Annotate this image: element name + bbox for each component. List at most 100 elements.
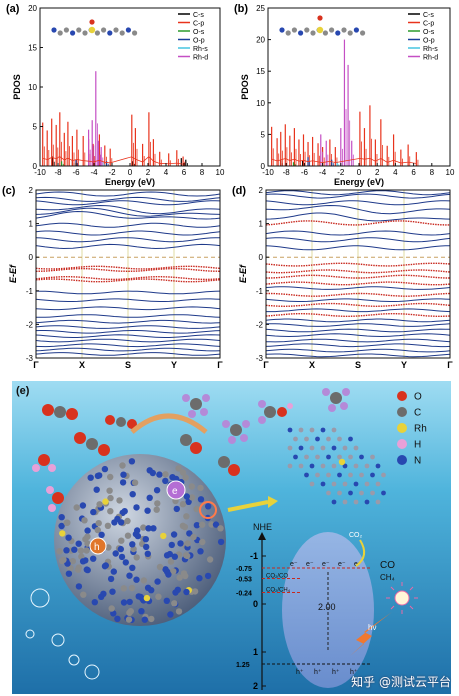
band-line (265, 323, 451, 327)
inset-atom (132, 30, 138, 36)
band-line (265, 281, 451, 286)
sphere-atom (63, 519, 70, 526)
lattice-atom (337, 454, 342, 460)
sphere-atom (128, 458, 136, 465)
lattice-atom (353, 463, 359, 469)
ch3oh-molecule (258, 400, 293, 424)
x-tick-label: -10 (34, 168, 46, 177)
lattice-atom (348, 472, 353, 478)
sphere-atom (107, 494, 114, 502)
legend-atom-h (397, 439, 407, 449)
hole-bubble-label: h (94, 542, 100, 553)
lattice-atom (331, 445, 337, 451)
light-label: hν (368, 623, 376, 632)
pdos-trace (42, 155, 184, 165)
lattice-atom (287, 427, 293, 433)
inset-atom (63, 27, 69, 33)
lattice-atom (309, 445, 315, 451)
sphere-atom (188, 483, 195, 490)
legend-entry: C-s (423, 12, 434, 19)
lattice-atom (359, 490, 364, 496)
inset-atom (51, 27, 57, 33)
co-molecule (218, 456, 240, 476)
sphere-atom (84, 540, 91, 547)
band-line (35, 276, 221, 281)
sphere-atom (75, 583, 83, 590)
legend-entry: C-s (193, 12, 204, 19)
gap-label: 2.00 (318, 602, 336, 612)
sphere-atom (116, 497, 123, 504)
lattice-atom (353, 499, 359, 505)
sphere-atom (90, 555, 97, 562)
x-tick-label: 2 (375, 168, 380, 177)
inset-atom (82, 30, 88, 36)
sphere-atom (119, 479, 127, 486)
k-point-label: Γ (263, 360, 269, 370)
lattice-atom (298, 463, 304, 469)
band-line (35, 230, 221, 236)
sphere-atom (171, 553, 178, 560)
k-point-label: Γ (447, 360, 453, 370)
sphere-atom (107, 508, 114, 515)
redox-levels: -0.75 -0.53 -0.24 1.25 CO₂/CO CO₂/CH₄ (236, 566, 372, 669)
legend-entry: O-s (193, 29, 205, 36)
lattice-atom (331, 499, 337, 505)
lattice-atom (364, 481, 370, 487)
lattice-atom (370, 472, 375, 478)
sphere-atom (199, 538, 206, 546)
sphere-atom (119, 462, 126, 469)
zoom-arrow (227, 500, 269, 512)
highlight-ring (199, 501, 217, 519)
lattice-atom (364, 499, 370, 505)
redox-couple-label: CO₂/CO (266, 574, 288, 580)
lattice-atom (320, 463, 326, 469)
x-tick-label: 10 (446, 168, 455, 177)
product-co: CO (380, 560, 395, 571)
band-line (35, 200, 221, 206)
sphere-atom (160, 532, 167, 540)
y-tick-label: -3 (256, 354, 264, 363)
x-tick-label: 6 (182, 168, 187, 177)
sphere-atom (56, 548, 63, 555)
band-line (35, 338, 221, 343)
nhe-ticks: -1 0 1 2 (250, 551, 266, 691)
co2-molecule (42, 404, 78, 420)
band-line (35, 278, 221, 283)
lattice-atom (320, 481, 326, 487)
x-tick-label: 2 (146, 168, 151, 177)
sphere-atom (172, 589, 179, 596)
band-line (35, 222, 221, 228)
band-line (265, 318, 451, 323)
redox-level-value: -0.75 (236, 566, 252, 573)
legend-entry: Rh-d (193, 55, 208, 62)
series-c-p (42, 112, 186, 166)
ch4-molecule (182, 394, 210, 418)
pdos-panel-b: (b) -10 -8 -6 -4 -2 0 2 4 6 8 10 0 5 10 15 20 25 Energy (e… (234, 3, 455, 187)
nhe-tick-label: -1 (250, 551, 258, 561)
band-line (265, 190, 451, 196)
ch4-molecule (222, 420, 250, 444)
lattice-atom (309, 481, 315, 487)
sphere-atom (148, 615, 155, 623)
lattice-atom (337, 490, 342, 496)
y-tick-label: -2 (256, 320, 264, 329)
series-rh-d (320, 39, 354, 166)
sphere-atom (59, 530, 66, 537)
sphere-atom (107, 473, 114, 481)
y-tick-label: 1 (29, 220, 34, 229)
band-line (265, 286, 451, 290)
sphere-atom (197, 496, 205, 503)
sphere-atom (77, 547, 85, 554)
inset-atom (317, 15, 323, 21)
sphere-atom (197, 548, 204, 555)
sphere-atom (71, 546, 78, 553)
x-tick-label: 4 (164, 168, 169, 177)
inset-atom (113, 27, 119, 33)
inset-atom (304, 27, 310, 33)
y-tick-label: 2 (29, 186, 34, 195)
legend: C-s C-pO-s O-pRh-s Rh-d (178, 12, 208, 62)
band-line (265, 328, 451, 333)
nhe-tick-label: 0 (253, 599, 258, 609)
legend-entry: Rh-s (193, 46, 208, 53)
sphere-atom (120, 585, 128, 592)
